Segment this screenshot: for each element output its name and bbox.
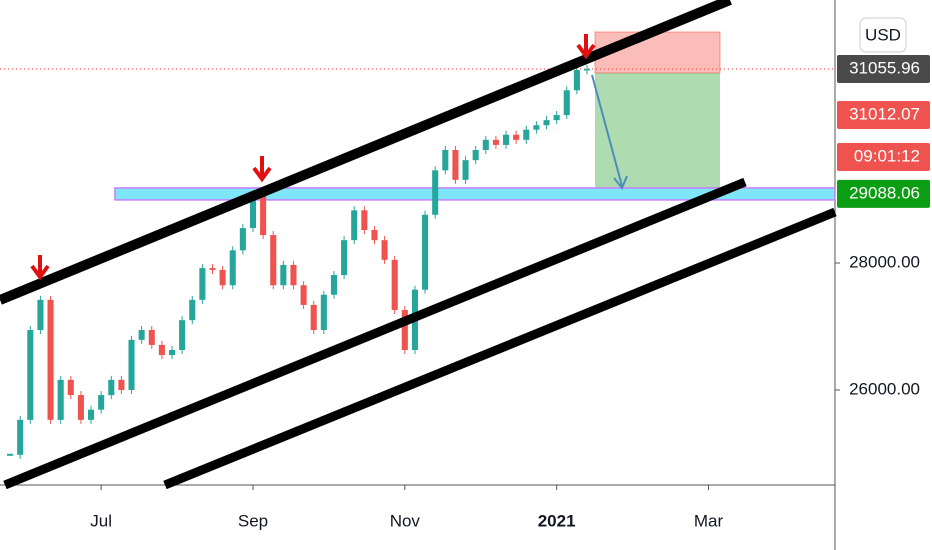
candle [260, 195, 267, 236]
price-tag: 31012.07 [849, 104, 920, 123]
last-price-tag: 31055.96 [849, 58, 920, 77]
candle [17, 419, 24, 455]
countdown-tag-box [837, 143, 930, 171]
trendline [3, 177, 747, 490]
projection-arrow [591, 74, 628, 190]
candle [189, 299, 196, 321]
candle [158, 344, 165, 356]
candle [249, 195, 257, 229]
x-tick-label: Nov [390, 511, 421, 530]
candle [422, 214, 429, 290]
candle [341, 240, 348, 276]
candle [401, 309, 408, 351]
x-tick-label: Mar [694, 511, 724, 530]
candle [88, 409, 95, 420]
candle [381, 240, 388, 260]
candle [442, 149, 449, 171]
candle [67, 379, 74, 396]
trendline [163, 207, 837, 490]
candle [37, 299, 44, 331]
countdown-tag: 09:01:12 [854, 146, 920, 165]
candle [543, 120, 550, 126]
candle [482, 139, 489, 150]
stop-zone [594, 31, 721, 74]
candle [432, 170, 439, 215]
candle [310, 304, 317, 331]
candle [7, 453, 14, 456]
candle [168, 350, 176, 356]
candle [553, 115, 560, 121]
candle [462, 160, 469, 180]
x-tick-label: 2021 [538, 511, 576, 530]
candle [300, 285, 307, 305]
candle [533, 125, 540, 130]
x-tick-label: Jul [90, 511, 112, 530]
candle [118, 379, 125, 391]
candle [77, 395, 84, 420]
candle [98, 395, 105, 410]
candle [280, 264, 287, 286]
last-price-tag-box [837, 54, 930, 83]
candle [330, 275, 337, 295]
candle [57, 379, 64, 420]
candle [452, 149, 459, 180]
level-tag: 29088.06 [849, 183, 920, 202]
candle [472, 149, 479, 161]
candle [209, 268, 216, 270]
candle [492, 139, 499, 145]
candle [270, 235, 277, 286]
candle [583, 68, 591, 71]
candle [47, 299, 54, 420]
candle [239, 228, 246, 251]
candle [513, 134, 520, 140]
plot-area [0, 64, 836, 459]
candle [290, 264, 297, 286]
currency-button[interactable] [859, 17, 907, 53]
currency-label[interactable]: USD [865, 25, 901, 44]
candle [27, 330, 34, 420]
candle [128, 339, 135, 391]
candle [371, 229, 378, 241]
candle [351, 210, 358, 241]
x-tick-label: Sep [238, 511, 268, 530]
level-tag-box [837, 179, 930, 208]
candle [563, 90, 570, 116]
peak-markers [30, 34, 596, 281]
candle [573, 69, 580, 91]
candle [229, 250, 236, 286]
candle [108, 379, 115, 396]
candle [361, 210, 368, 230]
candle [391, 259, 398, 310]
target-zone [595, 73, 720, 195]
candle [320, 294, 327, 331]
candle [148, 330, 155, 345]
level-zone [114, 187, 836, 201]
trendline [0, 0, 732, 305]
candle [219, 269, 226, 286]
y-tick-label: 26000.00 [849, 379, 920, 398]
candle [199, 268, 206, 300]
candle [503, 134, 510, 145]
y-tick-label: 28000.00 [849, 252, 920, 271]
candle [138, 330, 145, 340]
candle [179, 320, 186, 351]
price-tag-box [837, 101, 930, 129]
candle [523, 129, 530, 140]
